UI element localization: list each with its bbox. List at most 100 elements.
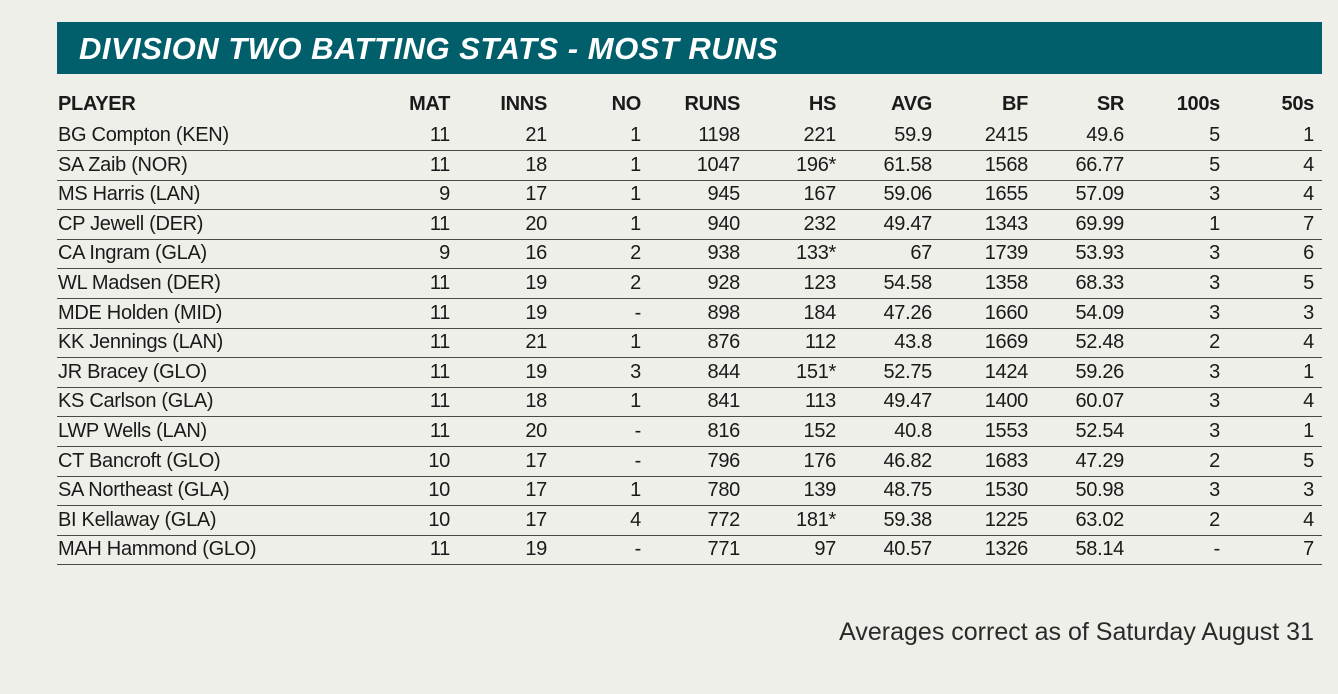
stat-cell: 3 (1303, 301, 1314, 324)
stat-cell: 9 (439, 242, 450, 265)
stat-cell: 152 (803, 420, 837, 442)
player-name: BG Compton (KEN) (58, 124, 229, 146)
player-name: CA Ingram (GLA) (58, 242, 207, 265)
stat-cell: 1225 (984, 508, 1029, 531)
stat-cell: 176 (803, 449, 837, 472)
row-rule (57, 416, 1322, 418)
stat-cell: 1400 (984, 390, 1029, 413)
stat-cell: 940 (707, 212, 741, 235)
stat-cell: 10 (428, 449, 450, 472)
stat-cell: 113 (805, 390, 836, 413)
player-name: SA Zaib (NOR) (58, 153, 188, 176)
stat-cell: 1 (630, 212, 641, 235)
stat-cell: 17 (525, 479, 547, 502)
stat-cell: 938 (707, 242, 741, 265)
stat-cell: 2 (1209, 331, 1220, 354)
stat-cell: 1358 (984, 272, 1029, 294)
stat-cell: 3 (1209, 183, 1220, 206)
stat-cell: 196* (796, 153, 836, 176)
stat-cell: 780 (707, 479, 741, 502)
column-header: NO (611, 93, 642, 115)
stat-cell: 57.09 (1075, 183, 1124, 206)
stat-cell: 40.57 (883, 538, 932, 561)
title-bar: DIVISION TWO BATTING STATS - MOST RUNS (57, 22, 1322, 74)
stat-cell: 3 (1303, 479, 1314, 502)
column-header: BF (1001, 93, 1028, 115)
stat-cell: 40.8 (894, 420, 932, 442)
row-rule (57, 357, 1322, 359)
stat-cell: 1 (1303, 420, 1314, 442)
stat-cell: 53.93 (1075, 242, 1124, 265)
row-rule (57, 268, 1322, 270)
stat-cell: 2415 (984, 124, 1029, 146)
stat-cell: 97 (814, 538, 836, 561)
stat-cell: 1660 (984, 301, 1029, 324)
stat-cell: - (634, 449, 642, 472)
stat-cell: 54.58 (883, 272, 932, 294)
stat-cell: 19 (525, 272, 547, 294)
stat-cell: 123 (803, 272, 837, 294)
stat-cell: 1 (630, 183, 641, 206)
stat-cell: 1 (1303, 124, 1314, 146)
stat-cell: 19 (525, 538, 547, 561)
stat-cell: 17 (525, 183, 547, 206)
player-name: KS Carlson (GLA) (58, 390, 214, 413)
stat-cell: 58.14 (1075, 538, 1124, 561)
column-header: 50s (1281, 93, 1315, 115)
stat-cell: 139 (803, 479, 837, 502)
footer-note: Averages correct as of Saturday August 3… (839, 618, 1314, 646)
stat-cell: 11 (429, 360, 450, 383)
stat-cell: 3 (1209, 242, 1220, 265)
stat-cell: 49.47 (883, 212, 932, 235)
stat-cell: 9 (439, 183, 450, 206)
column-header: AVG (891, 93, 932, 115)
player-name: CP Jewell (DER) (58, 212, 204, 235)
stat-cell: 5 (1209, 153, 1220, 176)
stat-cell: 2 (1209, 449, 1220, 472)
stat-cell: 221 (803, 124, 837, 146)
stat-cell: 21 (525, 124, 547, 146)
column-header: HS (808, 93, 836, 115)
stat-cell: 67 (910, 242, 932, 265)
column-header: MAT (409, 93, 450, 115)
player-name: MDE Holden (MID) (58, 301, 223, 324)
row-rule (57, 446, 1322, 447)
stat-cell: 52.48 (1075, 331, 1124, 354)
stat-cell: 21 (525, 331, 547, 354)
stat-cell: 1326 (984, 538, 1029, 561)
player-name: JR Bracey (GLO) (58, 360, 207, 383)
stat-cell: 796 (707, 449, 741, 472)
stat-cell: 48.75 (883, 479, 932, 502)
stat-cell: 1 (630, 390, 641, 413)
stat-cell: 4 (1303, 390, 1314, 413)
stat-cell: 52.54 (1075, 420, 1124, 442)
player-name: SA Northeast (GLA) (58, 479, 230, 502)
stat-cell: 59.06 (883, 183, 932, 206)
row-rule (57, 534, 1322, 536)
stat-cell: 4 (1303, 153, 1314, 176)
stat-cell: 1739 (984, 242, 1029, 265)
stat-cell: 1 (630, 479, 641, 502)
stat-cell: - (634, 301, 642, 324)
stat-cell: 19 (525, 360, 547, 383)
stat-cell: 816 (707, 420, 741, 442)
stat-cell: 11 (429, 538, 450, 561)
column-header: RUNS (684, 93, 741, 115)
stat-cell: 184 (803, 301, 837, 324)
row-rule (57, 209, 1322, 211)
stat-cell: 59.26 (1075, 360, 1124, 383)
stat-cell: 1 (630, 331, 641, 354)
stat-cell: 59.9 (894, 124, 932, 146)
stat-cell: 11 (429, 420, 450, 442)
stat-cell: 876 (707, 331, 741, 354)
stat-cell: 3 (1209, 479, 1220, 502)
row-rule (57, 564, 1322, 566)
row-rule (57, 238, 1322, 240)
stat-cell: 5 (1303, 272, 1314, 294)
stat-cell: 7 (1303, 538, 1314, 561)
stat-cell: 10 (428, 479, 450, 502)
stat-cell: 43.8 (894, 331, 932, 354)
stat-cell: 52.75 (883, 360, 932, 383)
player-name: BI Kellaway (GLA) (58, 508, 217, 531)
